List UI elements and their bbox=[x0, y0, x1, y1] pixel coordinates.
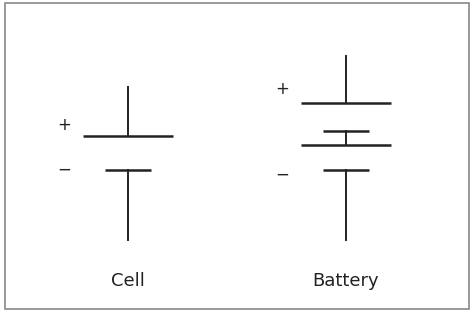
Text: +: + bbox=[275, 80, 289, 98]
Text: Battery: Battery bbox=[313, 272, 379, 290]
Text: −: − bbox=[275, 166, 289, 184]
Text: −: − bbox=[57, 161, 71, 179]
Text: Cell: Cell bbox=[111, 272, 145, 290]
Text: +: + bbox=[57, 116, 71, 134]
